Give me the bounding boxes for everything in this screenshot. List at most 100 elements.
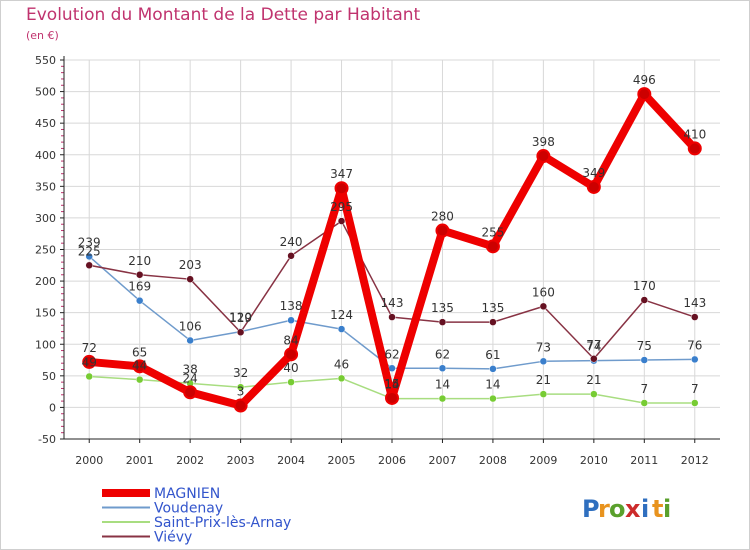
y-tick-label: 150 (35, 307, 56, 320)
data-point (687, 141, 702, 156)
data-point (539, 302, 548, 311)
x-tick-label: 2004 (277, 454, 305, 467)
data-label: 225 (78, 244, 101, 258)
data-label: 76 (687, 338, 702, 352)
x-tick-label: 2012 (681, 454, 709, 467)
data-label: 135 (481, 301, 504, 315)
x-tick-label: 2008 (479, 454, 507, 467)
x-tick-label: 2007 (428, 454, 456, 467)
data-label: 40 (283, 361, 298, 375)
data-label: 169 (128, 280, 151, 294)
data-label: 240 (280, 235, 303, 249)
data-point (85, 252, 93, 261)
x-tick-label: 2002 (176, 454, 204, 467)
data-point (287, 378, 295, 386)
logo-letter: o (609, 495, 626, 523)
data-label: 62 (435, 347, 450, 361)
data-label: 7 (691, 382, 699, 396)
data-label: 398 (532, 135, 555, 149)
data-point (637, 87, 652, 102)
data-label: 295 (330, 200, 353, 214)
data-label: 170 (633, 279, 656, 293)
data-label: 49 (82, 355, 97, 369)
data-point (337, 325, 346, 333)
data-label: 135 (431, 301, 454, 315)
data-label: 347 (330, 167, 353, 181)
chart-subtitle: (en €) (26, 29, 59, 42)
logo-letter: t (652, 495, 663, 523)
y-tick-label: 50 (42, 370, 56, 383)
data-point (236, 383, 245, 391)
data-point (135, 375, 144, 384)
data-label: 21 (536, 373, 551, 387)
data-point (337, 217, 346, 225)
y-tick-label: 500 (35, 86, 56, 99)
data-label: 143 (683, 296, 706, 310)
data-label: 38 (183, 362, 198, 376)
data-point (85, 261, 93, 270)
x-tick-label: 2011 (630, 454, 658, 467)
data-label: 280 (431, 210, 454, 224)
data-label: 14 (384, 378, 399, 392)
y-tick-label: 350 (35, 180, 56, 193)
data-point (438, 394, 447, 403)
data-label: 84 (283, 333, 298, 347)
data-point (539, 390, 548, 398)
data-point (82, 354, 97, 369)
data-label: 120 (229, 311, 252, 325)
data-point (287, 316, 295, 324)
x-tick-label: 2005 (328, 454, 356, 467)
data-point (586, 179, 601, 194)
data-label: 75 (637, 339, 652, 353)
data-point (337, 374, 346, 383)
data-label: 239 (78, 235, 101, 249)
data-point (485, 239, 500, 254)
logo-letter: i (663, 495, 671, 523)
data-point (183, 385, 198, 400)
data-point (590, 355, 598, 363)
data-point (640, 399, 649, 407)
x-tick-label: 2010 (580, 454, 608, 467)
chart-title: Evolution du Montant de la Dette par Hab… (26, 5, 421, 25)
data-label: 21 (586, 373, 601, 387)
proxiti-logo: Pr o x i t i (582, 495, 671, 523)
data-label: 203 (179, 258, 202, 272)
data-label: 496 (633, 73, 656, 87)
data-label: 74 (586, 340, 601, 354)
data-label: 73 (536, 340, 551, 354)
data-label: 138 (280, 299, 303, 313)
legend-label-2: Saint-Prix-lès-Arnay (154, 515, 291, 531)
y-tick-label: 200 (35, 275, 56, 288)
data-label: 210 (128, 254, 151, 268)
data-label: 143 (381, 296, 404, 310)
data-label: 72 (82, 341, 97, 355)
y-tick-label: 550 (35, 54, 56, 67)
data-label: 44 (132, 359, 147, 373)
data-label: 14 (485, 378, 500, 392)
y-tick-label: -50 (38, 433, 56, 446)
data-point (438, 318, 447, 326)
data-label: 15 (384, 377, 399, 391)
x-tick-label: 2000 (75, 454, 103, 467)
data-label: 160 (532, 285, 555, 299)
data-point (186, 336, 194, 345)
data-label: 119 (229, 311, 252, 325)
data-label: 349 (582, 166, 605, 180)
data-point (590, 390, 598, 398)
y-tick-label: 450 (35, 117, 56, 130)
data-label: 7 (640, 382, 648, 396)
data-point (385, 390, 399, 405)
y-tick-label: 300 (35, 212, 56, 225)
logo-letter: r (598, 495, 610, 523)
data-label: 106 (179, 319, 202, 333)
data-point (135, 296, 144, 305)
data-point (489, 318, 497, 326)
data-point (233, 398, 248, 413)
y-tick-label: 0 (49, 401, 56, 414)
axes: -50 0 50 100 150 200 250 300 350 400 450 500 550 2000… (35, 54, 720, 467)
data-label: 255 (481, 225, 504, 239)
legend-label-3: Viévy (154, 530, 192, 546)
data-label: 124 (330, 308, 353, 322)
